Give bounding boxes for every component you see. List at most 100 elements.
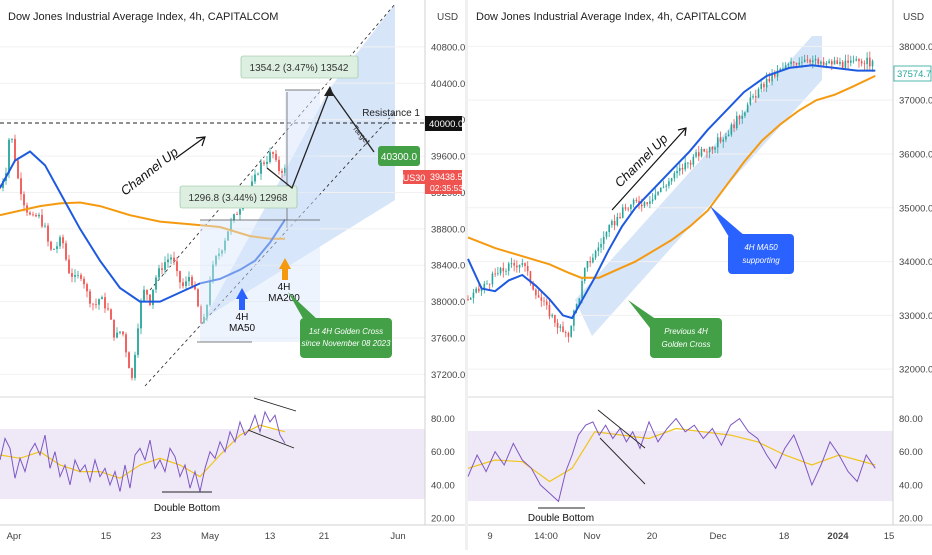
- right-chart-panel[interactable]: Channel Up 4H MA50 supporting Previous 4…: [467, 11, 893, 524]
- candle-body: [668, 181, 670, 186]
- candle-body: [651, 199, 654, 202]
- channel-up-arrow: [175, 136, 206, 159]
- measure-top-box[interactable]: [240, 55, 359, 79]
- candle-body: [125, 334, 127, 353]
- rsi-tick-label: 40.00: [431, 480, 455, 491]
- candle-body: [559, 326, 562, 328]
- candle-body: [0, 187, 1, 189]
- double-bottom-label: Double Bottom: [154, 503, 220, 514]
- ma50-line[interactable]: [0, 150, 286, 303]
- candle-body: [491, 273, 494, 285]
- rsi-line[interactable]: [0, 410, 286, 492]
- candle-body: [14, 138, 16, 161]
- candle-body: [191, 277, 193, 286]
- currency-label: USD: [903, 12, 924, 23]
- candle-body: [537, 295, 540, 298]
- candle-body: [613, 221, 616, 226]
- golden-cross-text-2: Golden Cross: [662, 340, 711, 349]
- time-tick-label: 20: [647, 531, 658, 542]
- candle-body: [771, 73, 773, 82]
- candle-body: [828, 61, 830, 64]
- candle-body: [657, 192, 659, 195]
- measure-bottom-box[interactable]: [179, 185, 298, 209]
- candle-body: [711, 146, 714, 150]
- candle-body: [230, 220, 232, 232]
- rsi-tick-label: 20.00: [899, 514, 923, 525]
- price-tick-label: 34000.0: [899, 257, 932, 268]
- golden-cross-callout[interactable]: [650, 318, 722, 358]
- golden-cross-pointer: [288, 292, 318, 322]
- candle-body: [499, 267, 502, 274]
- price-tick-label: 37600.0: [431, 333, 465, 344]
- candle-body: [122, 331, 124, 335]
- time-tick-label: 14:00: [534, 531, 558, 542]
- candle-body: [722, 139, 725, 142]
- candle-body: [836, 60, 839, 65]
- candle-body: [543, 300, 545, 302]
- resistance-label: Resistance 1: [362, 108, 420, 119]
- candle-body: [583, 267, 586, 281]
- candle-body: [56, 246, 58, 249]
- candle-body: [763, 83, 765, 88]
- candle-body: [670, 178, 673, 182]
- rsi-line[interactable]: [467, 417, 876, 503]
- rsi-ticks: 80.00 60.00 40.00 20.00: [431, 414, 455, 524]
- left-chart-panel[interactable]: Resistance 1 1354.2 (3.47%) 13542 1296.8…: [0, 3, 425, 514]
- candle-body: [765, 78, 768, 88]
- candle-body: [754, 96, 757, 98]
- time-tick-label: 2024: [827, 531, 849, 542]
- candle-body: [20, 178, 22, 195]
- price-tick-label: 37000.0: [899, 96, 932, 107]
- candle-body: [703, 148, 706, 152]
- candle-body: [29, 212, 31, 215]
- rsi-tick-label: 40.00: [899, 480, 923, 491]
- channel-up-arrowhead: [677, 127, 687, 137]
- candle-body: [801, 62, 803, 64]
- price-tick-label: 40800.0: [431, 42, 465, 53]
- candle-body: [215, 256, 217, 265]
- candle-body: [831, 61, 833, 65]
- candle-body: [209, 281, 211, 306]
- ma50-line[interactable]: [467, 64, 876, 320]
- candle-body: [179, 271, 181, 283]
- candle-body: [621, 207, 624, 218]
- candle-body: [725, 136, 727, 140]
- candle-body: [833, 60, 836, 65]
- candle-body: [605, 232, 608, 237]
- left-time-axis[interactable]: Apr 15 23 May 13 21 Jun: [0, 524, 465, 542]
- ma200-line[interactable]: [467, 74, 876, 279]
- right-time-axis[interactable]: 9 14:00 Nov 20 Dec 18 2024 15: [468, 524, 932, 542]
- candle-body: [735, 115, 738, 129]
- candle-body: [475, 288, 477, 293]
- rsi-signal-line: [0, 424, 286, 479]
- candle-body: [203, 316, 205, 324]
- candle-body: [467, 299, 469, 301]
- candle-body: [602, 236, 605, 244]
- left-price-axis[interactable]: USD 40800.040400.040000.039600.039200.03…: [378, 0, 465, 525]
- ma50-callout[interactable]: [728, 234, 794, 274]
- candle-body: [53, 248, 55, 250]
- candle-body: [545, 301, 548, 305]
- rsi-wedge-bottom: [247, 429, 295, 449]
- candle-body: [233, 214, 235, 221]
- candle-body: [564, 332, 567, 334]
- candle-body: [101, 297, 103, 300]
- candle-body: [505, 270, 507, 272]
- candle-body: [841, 61, 844, 68]
- target-price-tag[interactable]: [378, 146, 420, 166]
- candle-body: [173, 257, 175, 262]
- golden-cross-callout[interactable]: [300, 318, 392, 358]
- ma200-label-line2: MA200: [268, 293, 300, 304]
- candle-body: [497, 273, 499, 275]
- rsi-wedge-top: [253, 397, 297, 412]
- right-price-axis[interactable]: USD 38000.037000.036000.035000.034000.03…: [892, 0, 932, 525]
- candle-body: [548, 304, 551, 317]
- candle-body: [32, 214, 34, 216]
- candle-body: [695, 152, 697, 157]
- candle-body: [863, 63, 866, 65]
- candle-body: [480, 288, 483, 292]
- ma200-line[interactable]: [0, 201, 285, 240]
- candle-body: [678, 167, 681, 171]
- candle-body: [194, 285, 196, 290]
